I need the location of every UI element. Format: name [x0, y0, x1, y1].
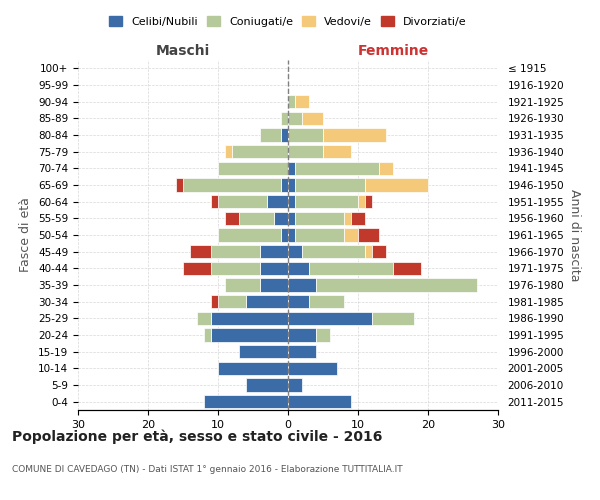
Bar	[344, 212, 351, 225]
Bar	[344, 228, 358, 241]
Bar	[183, 262, 211, 275]
Bar	[295, 212, 344, 225]
Bar	[246, 378, 288, 392]
Bar	[176, 178, 183, 192]
Text: Femmine: Femmine	[358, 44, 428, 58]
Bar	[365, 178, 428, 192]
Bar	[225, 278, 260, 291]
Bar	[365, 245, 372, 258]
Bar	[288, 295, 309, 308]
Bar	[295, 178, 365, 192]
Bar	[379, 162, 393, 175]
Y-axis label: Fasce di età: Fasce di età	[19, 198, 32, 272]
Bar	[218, 195, 267, 208]
Text: Popolazione per età, sesso e stato civile - 2016: Popolazione per età, sesso e stato civil…	[12, 430, 382, 444]
Bar	[365, 195, 372, 208]
Bar	[316, 278, 477, 291]
Bar	[309, 295, 344, 308]
Bar	[260, 128, 281, 141]
Bar	[211, 328, 288, 342]
Bar	[267, 195, 288, 208]
Bar	[260, 245, 288, 258]
Bar	[281, 228, 288, 241]
Bar	[372, 245, 386, 258]
Bar	[372, 312, 414, 325]
Bar	[295, 195, 358, 208]
Bar	[218, 228, 281, 241]
Bar	[358, 228, 379, 241]
Bar	[288, 345, 316, 358]
Bar	[295, 95, 309, 108]
Bar	[239, 345, 288, 358]
Bar	[190, 245, 211, 258]
Bar	[288, 112, 302, 125]
Bar	[211, 312, 288, 325]
Bar	[183, 178, 281, 192]
Bar	[288, 228, 295, 241]
Bar	[288, 245, 302, 258]
Bar	[288, 395, 351, 408]
Bar	[204, 395, 288, 408]
Bar	[288, 95, 295, 108]
Bar	[246, 295, 288, 308]
Bar	[302, 112, 323, 125]
Bar	[281, 112, 288, 125]
Bar	[225, 145, 232, 158]
Bar	[323, 145, 351, 158]
Bar	[316, 328, 330, 342]
Bar	[288, 328, 316, 342]
Bar	[288, 278, 316, 291]
Bar	[211, 195, 218, 208]
Bar	[239, 212, 274, 225]
Bar	[288, 312, 372, 325]
Bar	[260, 262, 288, 275]
Bar	[288, 262, 309, 275]
Bar	[218, 162, 288, 175]
Bar	[288, 145, 323, 158]
Bar	[288, 178, 295, 192]
Bar	[288, 212, 295, 225]
Bar	[204, 328, 211, 342]
Bar	[232, 145, 288, 158]
Legend: Celibi/Nubili, Coniugati/e, Vedovi/e, Divorziati/e: Celibi/Nubili, Coniugati/e, Vedovi/e, Di…	[106, 12, 470, 30]
Y-axis label: Anni di nascita: Anni di nascita	[568, 188, 581, 281]
Bar	[260, 278, 288, 291]
Bar	[358, 195, 365, 208]
Bar	[288, 162, 295, 175]
Bar	[281, 128, 288, 141]
Bar	[211, 245, 260, 258]
Bar	[288, 378, 302, 392]
Bar	[288, 195, 295, 208]
Bar	[351, 212, 365, 225]
Bar	[218, 295, 246, 308]
Bar	[225, 212, 239, 225]
Bar	[218, 362, 288, 375]
Bar	[288, 128, 323, 141]
Text: COMUNE DI CAVEDAGO (TN) - Dati ISTAT 1° gennaio 2016 - Elaborazione TUTTITALIA.I: COMUNE DI CAVEDAGO (TN) - Dati ISTAT 1° …	[12, 465, 403, 474]
Bar	[323, 128, 386, 141]
Text: Maschi: Maschi	[156, 44, 210, 58]
Bar	[281, 178, 288, 192]
Bar	[309, 262, 393, 275]
Bar	[295, 228, 344, 241]
Bar	[295, 162, 379, 175]
Bar	[288, 362, 337, 375]
Bar	[302, 245, 365, 258]
Bar	[393, 262, 421, 275]
Bar	[211, 295, 218, 308]
Bar	[197, 312, 211, 325]
Bar	[274, 212, 288, 225]
Bar	[211, 262, 260, 275]
